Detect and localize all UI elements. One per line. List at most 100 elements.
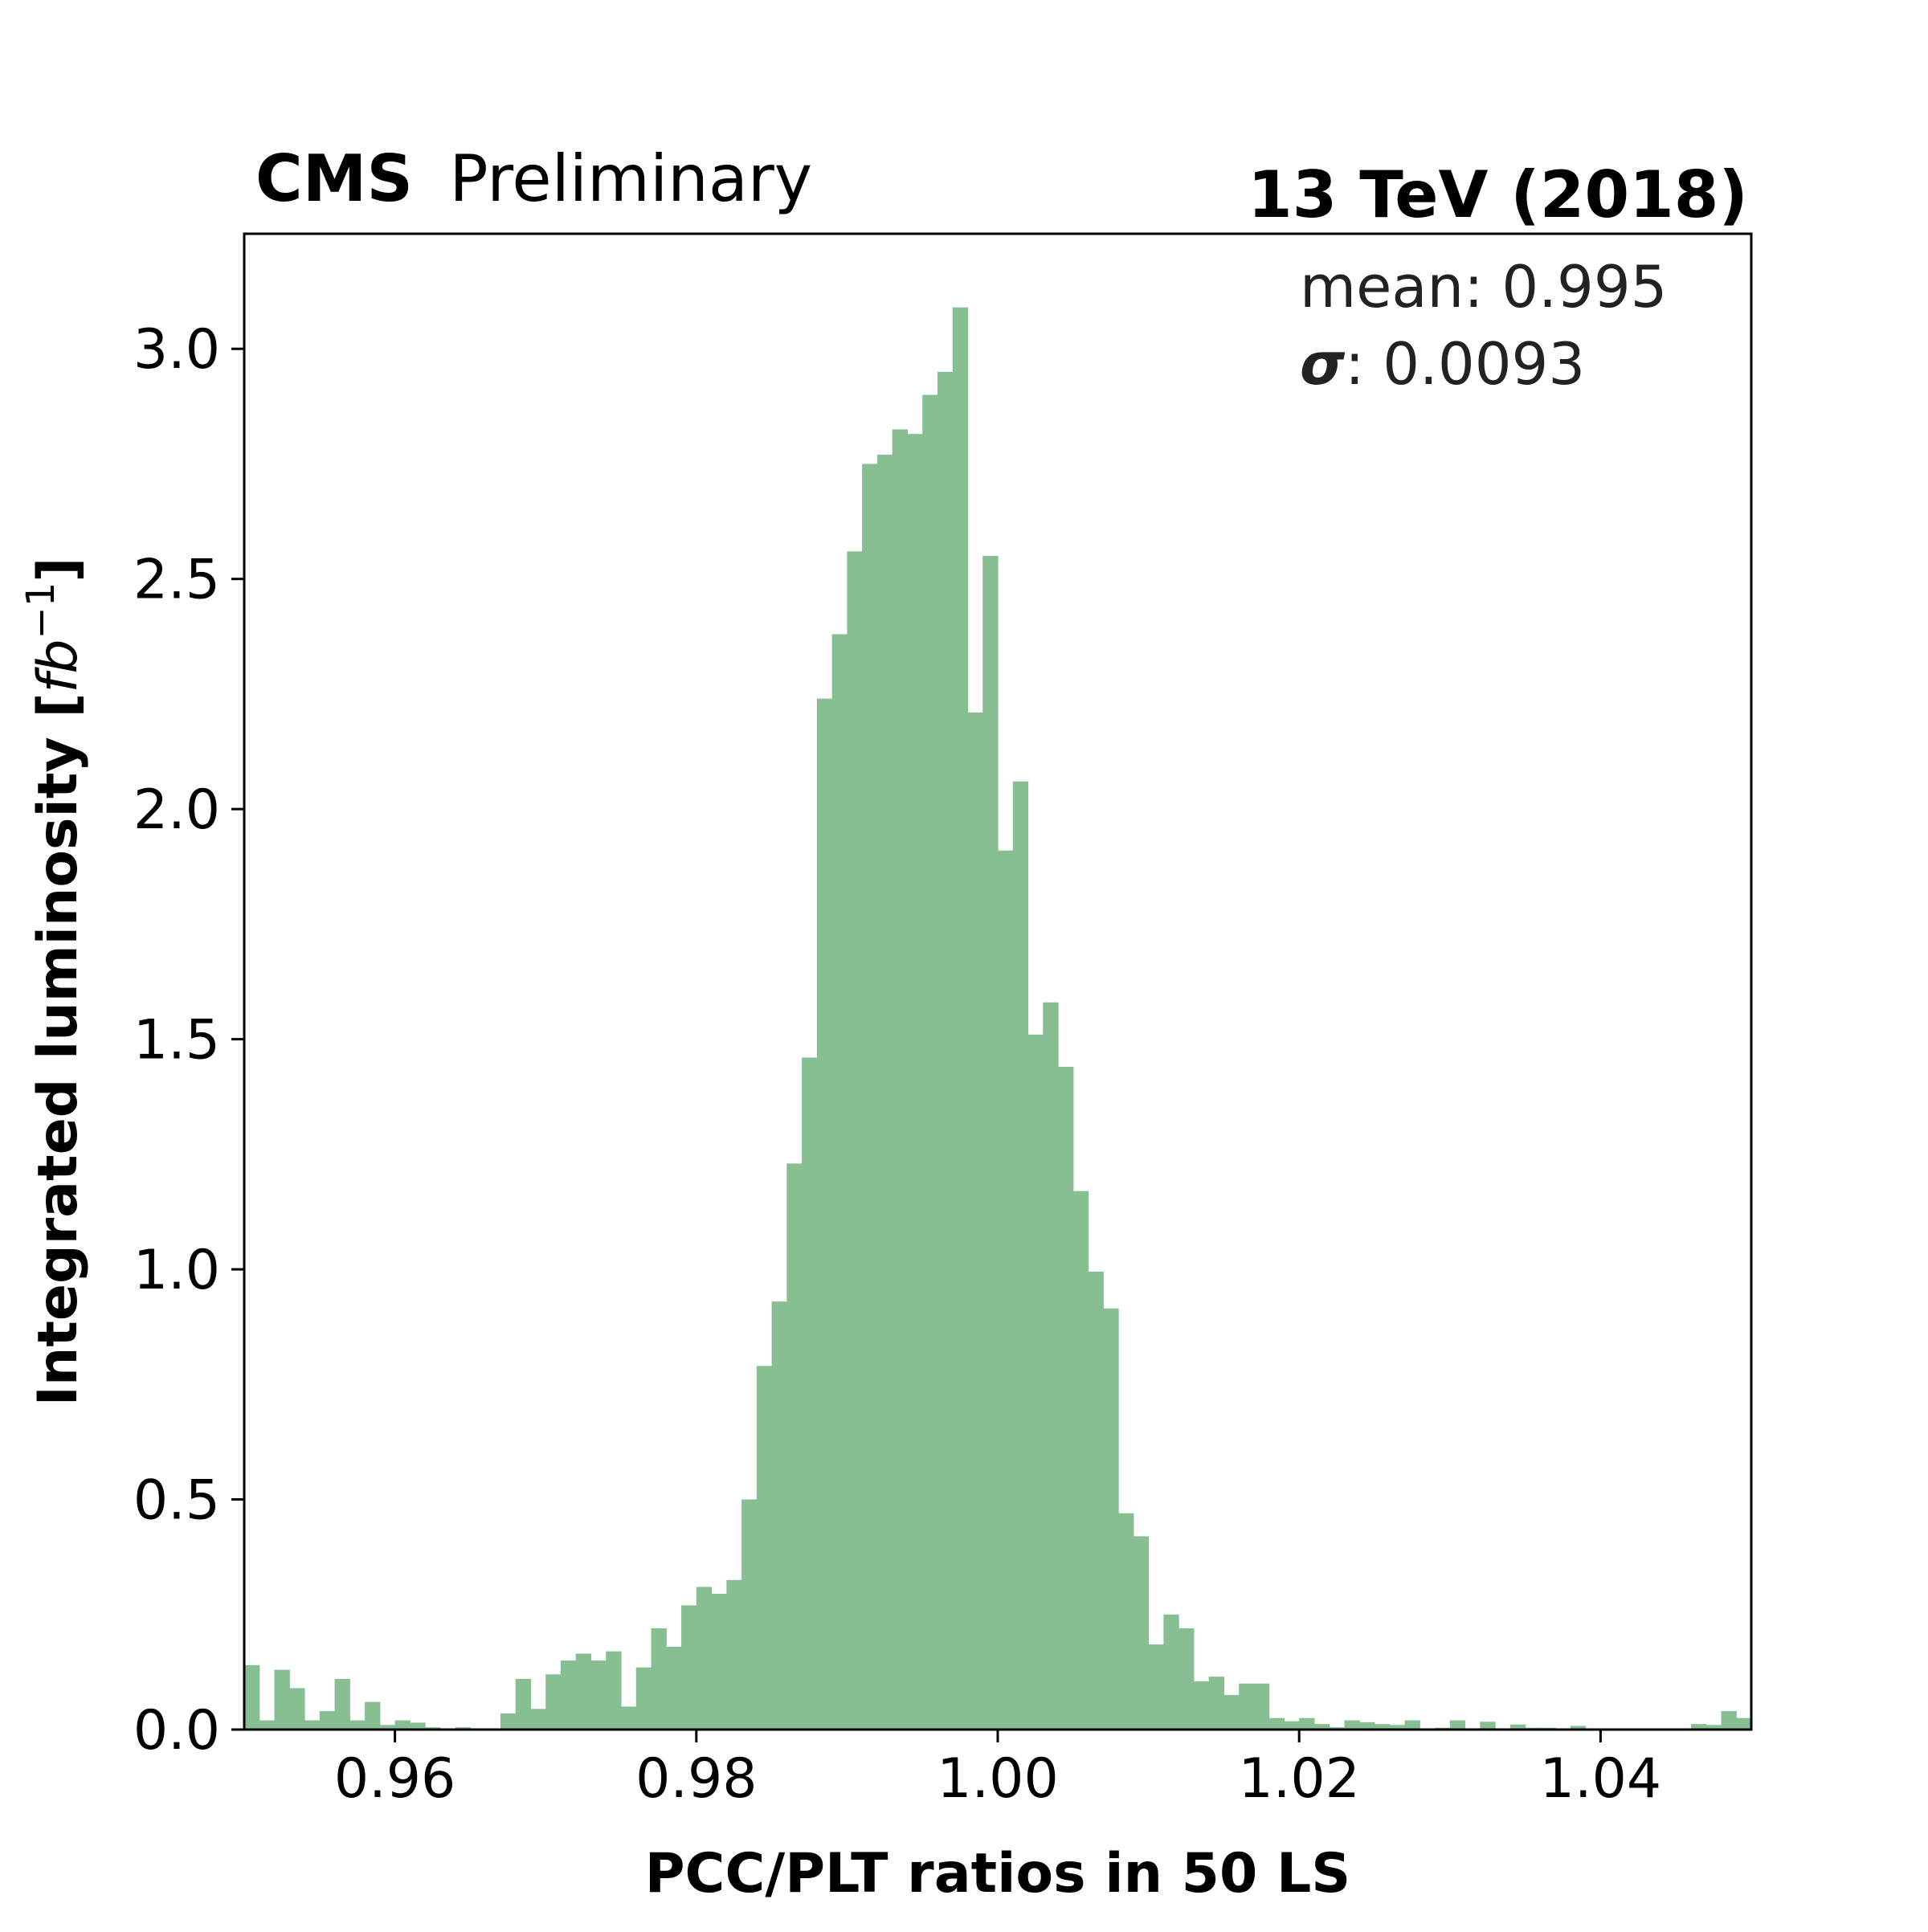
x-tick-label: 0.98 xyxy=(635,1747,757,1811)
histogram-bar xyxy=(515,1678,532,1730)
histogram-bar xyxy=(1284,1721,1300,1730)
histogram-bar xyxy=(1389,1725,1406,1730)
histogram-bar xyxy=(1163,1614,1179,1730)
sigma-value: : 0.0093 xyxy=(1345,330,1585,398)
mean-label: mean: 0.995 xyxy=(1300,253,1667,321)
histogram-bar xyxy=(1570,1726,1587,1730)
histogram-bar xyxy=(711,1593,727,1730)
histogram-bar xyxy=(998,850,1014,1730)
plot-frame xyxy=(243,232,1753,1731)
histogram-bar xyxy=(1088,1271,1104,1730)
histogram-bar xyxy=(1690,1724,1707,1730)
histogram-bar xyxy=(1299,1718,1315,1730)
histogram-bar xyxy=(1072,1191,1089,1730)
histogram-bar xyxy=(1012,781,1029,1730)
status-label: Preliminary xyxy=(449,141,812,216)
histogram-bar xyxy=(816,698,833,1730)
histogram-bar xyxy=(892,429,909,1730)
histogram-bar xyxy=(847,551,863,1730)
sigma-symbol: σ xyxy=(1300,330,1346,398)
histogram-bar xyxy=(1253,1683,1270,1730)
histogram-bar xyxy=(530,1709,546,1730)
histogram-bar xyxy=(1133,1536,1150,1730)
experiment-name: CMS xyxy=(255,141,413,216)
x-tick-label: 1.00 xyxy=(937,1747,1058,1811)
x-tick-label: 1.02 xyxy=(1238,1747,1359,1811)
histogram-bar xyxy=(876,455,893,1730)
histogram-bar xyxy=(862,464,878,1730)
histogram-bar xyxy=(410,1722,426,1730)
histogram-bar xyxy=(590,1660,607,1730)
y-axis-title-unit: fb xyxy=(27,639,90,692)
histogram-bar xyxy=(666,1646,682,1730)
histogram-bar xyxy=(937,371,954,1730)
histogram-bar xyxy=(621,1706,637,1730)
x-axis-ticks: 0.96 0.98 1.00 1.02 1.04 xyxy=(334,1730,1661,1811)
histogram-bar xyxy=(771,1301,787,1730)
sigma-label: σ: 0.0093 xyxy=(1300,330,1585,398)
histogram-bar xyxy=(1208,1677,1224,1730)
energy-label: 13 TeV (2018) xyxy=(1248,157,1748,232)
histogram-bar xyxy=(907,434,923,1730)
x-tick-label: 1.04 xyxy=(1540,1747,1661,1811)
y-tick-label: 2.0 xyxy=(133,778,220,842)
histogram-bar xyxy=(1148,1644,1164,1730)
histogram-bar xyxy=(1268,1718,1285,1730)
histogram-bar xyxy=(1359,1722,1375,1730)
histogram-bar xyxy=(606,1651,622,1730)
histogram-bar xyxy=(1178,1628,1195,1730)
y-tick-label: 0.0 xyxy=(133,1699,220,1762)
histogram-bar xyxy=(756,1366,773,1730)
histogram-bar xyxy=(1344,1720,1360,1730)
histogram-bar xyxy=(1223,1695,1240,1730)
histogram-bar xyxy=(1736,1718,1752,1730)
histogram-bar xyxy=(1404,1720,1420,1730)
histogram-bar xyxy=(1193,1681,1210,1730)
histogram-bar xyxy=(1103,1308,1119,1730)
histogram-bar xyxy=(1480,1722,1496,1730)
histogram-bar xyxy=(1375,1724,1391,1730)
histogram-bar xyxy=(1058,1066,1074,1730)
y-axis-title-close: ] xyxy=(27,558,90,582)
histogram-bar xyxy=(1313,1724,1330,1730)
histogram-bar xyxy=(244,1664,260,1730)
histogram-bar xyxy=(786,1163,803,1730)
histogram-bar xyxy=(1449,1720,1466,1730)
histogram-bar xyxy=(952,307,969,1730)
histogram-bar xyxy=(545,1674,562,1730)
histogram-bar xyxy=(1118,1513,1134,1730)
histogram-bar xyxy=(1043,1002,1059,1730)
histogram-bar xyxy=(379,1725,396,1730)
x-tick-label: 0.96 xyxy=(334,1747,455,1811)
histogram-bar xyxy=(1721,1711,1737,1730)
histogram-bar xyxy=(500,1713,517,1730)
x-axis-title: PCC/PLT ratios in 50 LS xyxy=(645,1842,1351,1905)
histogram-bar xyxy=(319,1711,336,1730)
histogram-bar xyxy=(967,712,983,1730)
y-tick-label: 1.0 xyxy=(133,1239,220,1302)
histogram-bar xyxy=(349,1720,366,1730)
histogram-bar xyxy=(681,1605,697,1730)
histogram-bar xyxy=(394,1720,411,1730)
histogram-bar xyxy=(1027,1034,1044,1730)
histogram-bar xyxy=(802,1057,818,1730)
histogram-bar xyxy=(365,1701,381,1730)
y-tick-label: 1.5 xyxy=(133,1009,220,1072)
histogram-bar xyxy=(304,1720,321,1730)
y-tick-label: 3.0 xyxy=(133,318,220,382)
histogram-bar xyxy=(696,1587,713,1730)
histogram-bar xyxy=(259,1720,276,1730)
y-axis-title-text: Integrated luminosity [ xyxy=(27,693,90,1407)
histogram-bar xyxy=(575,1653,592,1730)
y-axis-title-exponent: −1 xyxy=(18,582,63,639)
experiment-label: CMS Preliminary xyxy=(255,141,812,216)
histogram-bar xyxy=(635,1667,652,1730)
histogram-bar xyxy=(651,1628,667,1730)
y-axis-title: Integrated luminosity [fb−1] xyxy=(18,558,90,1407)
histogram-bars xyxy=(244,307,1752,1730)
histogram-bar xyxy=(1239,1683,1255,1730)
histogram-bar xyxy=(922,394,938,1730)
histogram-bar xyxy=(1705,1725,1722,1730)
histogram-bar xyxy=(982,556,999,1730)
histogram-bar xyxy=(334,1678,350,1730)
